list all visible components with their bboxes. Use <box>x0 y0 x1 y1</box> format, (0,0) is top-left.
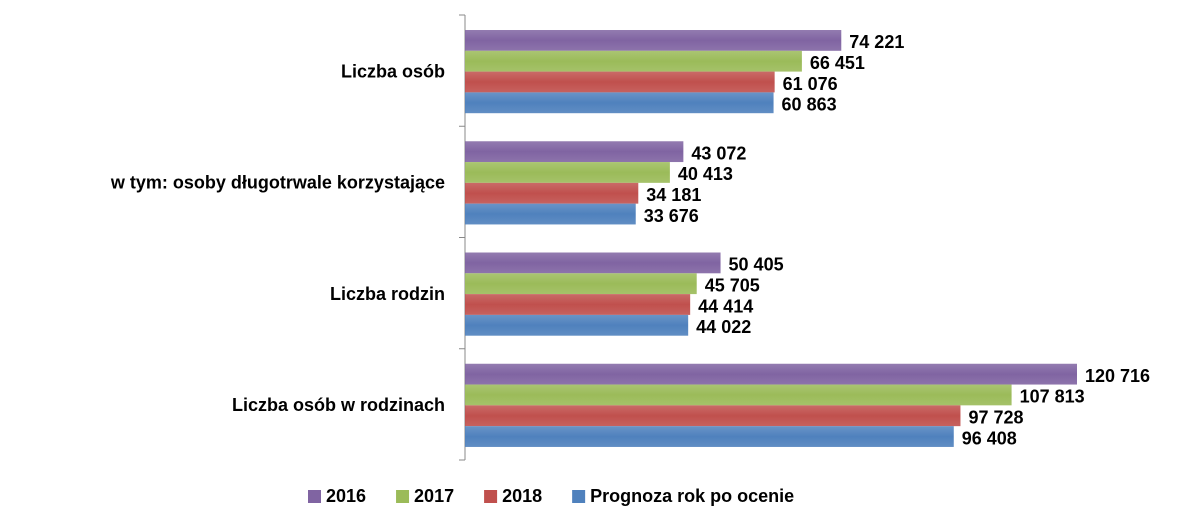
data-label: 50 405 <box>729 255 784 275</box>
data-label: 33 676 <box>644 206 699 226</box>
legend-label: Prognoza rok po ocenie <box>590 486 794 506</box>
bar <box>465 294 691 315</box>
data-label: 60 863 <box>782 95 837 115</box>
category-label: Liczba rodzin <box>330 284 445 304</box>
legend-label: 2018 <box>502 486 542 506</box>
bar <box>465 252 721 274</box>
bar <box>465 50 802 72</box>
data-label: 96 408 <box>962 428 1017 448</box>
data-label: 44 022 <box>696 317 751 337</box>
bar <box>465 92 774 114</box>
bar <box>465 203 636 225</box>
bar <box>465 30 842 51</box>
bar <box>465 384 1012 406</box>
bar <box>465 182 639 204</box>
legend-swatch <box>396 490 410 503</box>
category-label: Liczba osób w rodzinach <box>232 395 445 415</box>
category-label: Liczba osób <box>341 61 445 81</box>
legend-swatch <box>572 490 586 503</box>
legend-swatch <box>484 490 498 503</box>
bar <box>465 314 689 336</box>
bar <box>465 405 961 427</box>
data-label: 61 076 <box>783 74 838 94</box>
legend-swatch <box>308 490 321 503</box>
data-label: 44 414 <box>698 296 753 316</box>
category-label: w tym: osoby długotrwale korzystające <box>110 173 445 193</box>
legend-label: 2016 <box>326 486 366 506</box>
data-label: 43 072 <box>691 143 746 163</box>
bar <box>465 426 954 447</box>
data-label: 120 716 <box>1085 366 1150 386</box>
bar <box>465 141 684 163</box>
bar <box>465 162 670 183</box>
data-label: 34 181 <box>646 185 701 205</box>
bar <box>465 71 775 93</box>
data-label: 107 813 <box>1020 387 1085 407</box>
legend-label: 2017 <box>414 486 454 506</box>
bar <box>465 363 1077 385</box>
data-label: 97 728 <box>968 408 1023 428</box>
data-label: 74 221 <box>849 32 904 52</box>
data-label: 45 705 <box>705 275 760 295</box>
data-label: 66 451 <box>810 53 865 73</box>
data-label: 40 413 <box>678 164 733 184</box>
bar <box>465 273 697 295</box>
